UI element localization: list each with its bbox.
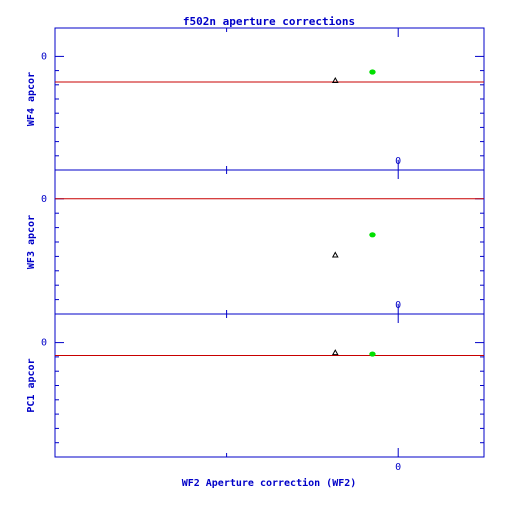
x-tick-label-top: 0 — [395, 300, 401, 311]
x-axis-label: WF2 Aperture correction (WF2) — [182, 477, 357, 489]
panel-frame — [54, 169, 485, 315]
chart-title: f502n aperture corrections — [183, 15, 355, 28]
y-axis-label: WF3 apcor — [26, 215, 37, 269]
data-point-triangle — [331, 77, 339, 84]
panel-2: 0 0 WF3 apcor — [26, 156, 485, 315]
x-tick-label-bottom: 0 — [395, 462, 401, 473]
y-tick-label: 0 — [41, 338, 47, 349]
panel-frame — [54, 27, 485, 171]
data-point-filled — [369, 69, 376, 75]
data-point-filled — [369, 232, 376, 238]
y-tick-label: 0 — [41, 194, 47, 205]
data-point-filled — [369, 351, 376, 357]
panel-1: 0 WF4 apcor — [26, 27, 485, 171]
panel-frame — [54, 313, 485, 458]
y-tick-label: 0 — [41, 51, 47, 62]
panels-group: 0 WF4 apcor 0 0 WF3 apcor 0 0 PC1 apcor 0 — [26, 27, 485, 473]
y-axis-label: PC1 apcor — [26, 358, 37, 412]
y-axis-label: WF4 apcor — [26, 72, 37, 126]
panel-3: 0 0 PC1 apcor — [26, 300, 485, 458]
x-tick-label-top: 0 — [395, 156, 401, 167]
data-point-triangle — [331, 349, 339, 356]
data-point-triangle — [331, 251, 339, 258]
